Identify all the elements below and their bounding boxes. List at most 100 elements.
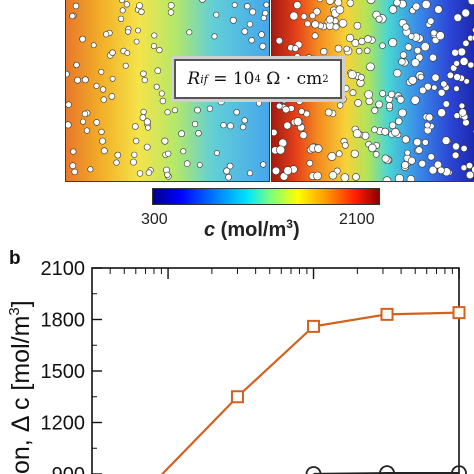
plot-frame bbox=[91, 267, 460, 474]
particle bbox=[368, 143, 377, 153]
particle bbox=[132, 137, 140, 145]
particle bbox=[291, 45, 299, 52]
particle bbox=[453, 112, 461, 119]
particle bbox=[418, 159, 426, 168]
particle bbox=[388, 38, 398, 48]
particle bbox=[427, 17, 435, 25]
particle bbox=[138, 8, 145, 15]
rif-equals: = bbox=[213, 69, 228, 89]
particle bbox=[394, 174, 404, 181]
particle bbox=[341, 141, 349, 149]
particle bbox=[320, 47, 328, 56]
particle bbox=[411, 58, 420, 68]
particle bbox=[282, 105, 290, 114]
y-tick-label: 1500 bbox=[41, 361, 86, 383]
particle bbox=[150, 43, 157, 50]
particle bbox=[408, 76, 417, 85]
particle bbox=[199, 0, 206, 3]
concentration-map-right bbox=[271, 0, 474, 182]
particle bbox=[366, 62, 375, 72]
series-1-point bbox=[452, 306, 466, 320]
series-1-point bbox=[230, 390, 244, 404]
particle bbox=[471, 165, 474, 174]
y-tick-label: 900 bbox=[52, 464, 85, 474]
particle bbox=[124, 50, 131, 56]
particle bbox=[387, 90, 396, 98]
rif-subscript: if bbox=[200, 72, 208, 86]
particle bbox=[462, 39, 470, 47]
particle bbox=[211, 33, 218, 40]
particle bbox=[140, 70, 147, 77]
series-2-point bbox=[305, 466, 322, 474]
particle bbox=[227, 122, 234, 130]
particle bbox=[161, 137, 169, 145]
particle bbox=[192, 120, 199, 128]
particle bbox=[347, 70, 357, 79]
particle bbox=[136, 2, 143, 9]
particle bbox=[366, 0, 376, 4]
particle bbox=[431, 73, 440, 82]
particle bbox=[231, 2, 238, 8]
particle bbox=[352, 173, 360, 181]
particle bbox=[437, 108, 446, 118]
particle bbox=[393, 0, 401, 7]
particle bbox=[247, 170, 254, 177]
particle bbox=[183, 160, 191, 167]
particle bbox=[417, 73, 425, 81]
particle bbox=[311, 32, 319, 40]
particle bbox=[345, 33, 355, 43]
particle bbox=[283, 121, 292, 130]
particle bbox=[113, 159, 120, 166]
particle bbox=[350, 149, 359, 158]
particle bbox=[93, 119, 101, 126]
particle bbox=[430, 29, 438, 37]
particle bbox=[194, 106, 201, 114]
particle bbox=[66, 101, 72, 108]
particle bbox=[466, 162, 474, 170]
series-1-line bbox=[160, 311, 460, 474]
particle bbox=[415, 146, 423, 154]
series-1-point bbox=[307, 319, 321, 333]
particle bbox=[382, 176, 392, 181]
particle bbox=[453, 60, 460, 67]
particle bbox=[401, 135, 410, 144]
particle bbox=[240, 124, 247, 131]
particle bbox=[154, 67, 162, 74]
particle bbox=[420, 42, 430, 52]
particle bbox=[313, 171, 322, 181]
particle bbox=[398, 58, 406, 66]
particle bbox=[71, 168, 78, 176]
particle bbox=[399, 51, 408, 59]
particle bbox=[410, 95, 420, 105]
particle bbox=[364, 35, 372, 43]
particle bbox=[401, 161, 409, 169]
particle bbox=[388, 121, 397, 130]
particle bbox=[79, 35, 86, 43]
particle bbox=[90, 42, 97, 49]
particle bbox=[371, 106, 379, 114]
particle bbox=[100, 147, 108, 155]
particle bbox=[442, 100, 450, 108]
particle bbox=[402, 23, 410, 31]
particle bbox=[159, 97, 167, 105]
particle bbox=[379, 90, 386, 97]
particle bbox=[414, 46, 422, 55]
particle bbox=[225, 173, 232, 181]
particle bbox=[381, 154, 390, 163]
colorbar-min-label: 300 bbox=[141, 211, 168, 228]
particle bbox=[357, 73, 365, 81]
particle bbox=[404, 43, 413, 51]
particle bbox=[453, 13, 463, 22]
particle bbox=[312, 7, 321, 16]
particle bbox=[153, 83, 160, 90]
particle bbox=[223, 167, 231, 175]
particle bbox=[435, 31, 445, 41]
particle bbox=[335, 150, 343, 157]
particle bbox=[424, 82, 432, 91]
particle bbox=[136, 170, 144, 177]
particle bbox=[293, 117, 303, 126]
particle bbox=[316, 0, 323, 3]
particle bbox=[133, 38, 140, 45]
particle bbox=[74, 76, 81, 84]
